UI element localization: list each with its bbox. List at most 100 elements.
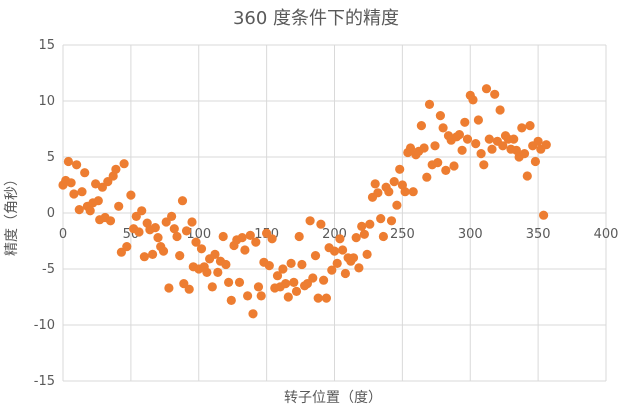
data-point [202,267,212,277]
data-point [164,283,174,293]
data-point [248,309,258,319]
data-point [77,187,87,197]
data-point [308,273,318,283]
data-point [210,249,220,259]
x-tick-label: 100 [186,227,211,242]
x-tick-label: 400 [594,227,619,242]
data-point [221,259,231,270]
data-point [384,187,394,197]
data-point [91,179,101,189]
data-point [422,172,432,182]
data-point [389,177,399,187]
data-point [370,179,380,189]
data-point [305,216,315,226]
data-point [476,149,486,159]
data-point [519,149,530,159]
data-point [286,258,296,268]
data-point [264,261,274,271]
data-point [122,242,132,252]
data-point [462,134,473,144]
y-tick-label: -15 [34,374,55,389]
data-point [362,249,372,259]
data-point [72,160,82,170]
data-point [533,136,543,146]
x-tick-label: 350 [526,227,551,242]
data-point [340,268,350,279]
data-point [153,233,163,243]
data-point [66,178,76,188]
data-point [392,200,402,210]
data-point [218,231,228,242]
x-tick-label: 300 [458,227,483,242]
data-point [150,223,160,233]
data-point [441,165,451,175]
data-point [449,161,459,171]
data-point [158,246,169,256]
data-point [354,263,364,273]
data-point [167,211,177,221]
data-point [408,187,418,197]
data-point [196,244,207,254]
data-point [481,84,492,94]
data-point [245,230,255,240]
y-tick-label: -5 [42,262,55,277]
data-point [240,245,250,255]
data-point [460,117,470,127]
data-point [329,246,340,256]
data-point [177,196,188,206]
data-point [207,282,217,292]
data-point [435,111,445,121]
data-point [272,271,283,281]
data-point [357,221,367,231]
data-point [175,251,185,261]
data-point [327,265,337,275]
data-point [251,237,261,247]
y-tick-label: 15 [38,38,55,53]
data-point [137,206,147,216]
x-tick-label: 250 [390,227,415,242]
data-point [517,123,527,133]
data-point [359,229,369,239]
data-point [181,226,192,236]
data-point [376,214,386,224]
data-point [332,258,342,268]
data-point [468,95,478,105]
data-point [253,282,264,292]
data-point [85,206,95,216]
chart-title: 360 度条件下的精度 [233,8,399,29]
data-point [473,115,483,125]
data-point [348,253,359,263]
data-point [433,158,443,168]
data-point [184,284,194,294]
data-point [525,121,535,131]
data-point [338,245,348,255]
data-point [63,156,73,167]
data-point [119,159,129,169]
data-point [316,219,326,229]
data-point [291,286,302,296]
data-point [289,277,299,287]
data-point [74,205,84,215]
data-point [172,231,182,242]
data-point [281,279,291,289]
data-point [69,189,79,199]
data-point [234,277,245,287]
data-point [148,249,158,259]
data-point [424,99,435,109]
y-tick-label: 10 [38,94,55,109]
y-tick-label: -10 [34,318,55,333]
data-point [243,291,253,301]
data-point [400,187,410,197]
data-point [471,139,481,149]
x-tick-label: 0 [59,227,67,242]
data-point [509,134,519,144]
data-point [169,224,179,234]
data-point [479,160,489,170]
data-point [395,164,405,174]
data-point [105,216,116,226]
data-point [134,227,144,237]
data-point [297,259,307,270]
y-tick-label: 5 [47,150,55,165]
